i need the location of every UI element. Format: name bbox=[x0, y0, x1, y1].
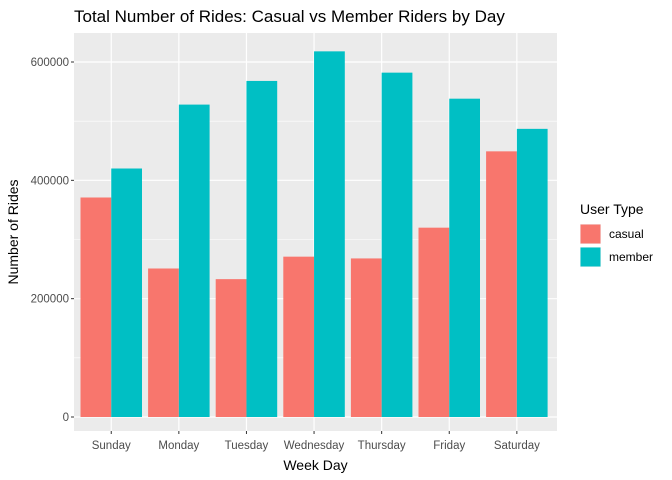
bar-member-tuesday bbox=[246, 80, 278, 417]
legend-label-casual: casual bbox=[609, 227, 644, 241]
legend-swatch-member bbox=[580, 247, 601, 267]
y-tick-label: 0 bbox=[63, 412, 69, 424]
x-tick-label: Monday bbox=[158, 440, 199, 452]
x-tick-label: Thursday bbox=[358, 440, 406, 452]
bar-casual-monday bbox=[148, 268, 179, 417]
x-axis-title: Week Day bbox=[283, 457, 347, 473]
bar-casual-tuesday bbox=[215, 279, 247, 417]
bar-member-saturday bbox=[516, 128, 548, 417]
bar-casual-wednesday bbox=[283, 256, 315, 417]
bar-member-wednesday bbox=[314, 51, 345, 417]
x-tick-label: Friday bbox=[433, 440, 465, 452]
bars bbox=[80, 51, 548, 418]
y-axis: 0 200000 400000 600000 bbox=[31, 57, 74, 424]
legend-swatch-casual bbox=[580, 224, 601, 244]
x-tick-label: Wednesday bbox=[284, 440, 345, 452]
bar-casual-sunday bbox=[80, 197, 112, 417]
y-tick-label: 200000 bbox=[31, 294, 69, 306]
x-tick-label: Saturday bbox=[494, 440, 540, 452]
legend-label-member: member bbox=[609, 250, 653, 264]
bar-member-thursday bbox=[381, 72, 413, 418]
bar-member-sunday bbox=[111, 168, 142, 417]
y-axis-title: Number of Rides bbox=[5, 179, 21, 284]
chart-title: Total Number of Rides: Casual vs Member … bbox=[74, 7, 505, 26]
x-axis: Sunday Monday Tuesday Wednesday Thursday Frid… bbox=[92, 431, 540, 452]
bar-casual-thursday bbox=[350, 258, 382, 417]
x-tick-label: Tuesday bbox=[225, 440, 269, 452]
x-tick-label: Sunday bbox=[92, 440, 131, 452]
y-tick-label: 600000 bbox=[31, 57, 69, 69]
y-tick-label: 400000 bbox=[31, 175, 69, 187]
bar-casual-friday bbox=[418, 227, 450, 417]
bar-casual-saturday bbox=[486, 151, 517, 417]
legend-title: User Type bbox=[580, 201, 644, 217]
bar-member-friday bbox=[449, 98, 480, 417]
legend: User Type casual member bbox=[580, 201, 653, 267]
bar-member-monday bbox=[178, 104, 210, 417]
